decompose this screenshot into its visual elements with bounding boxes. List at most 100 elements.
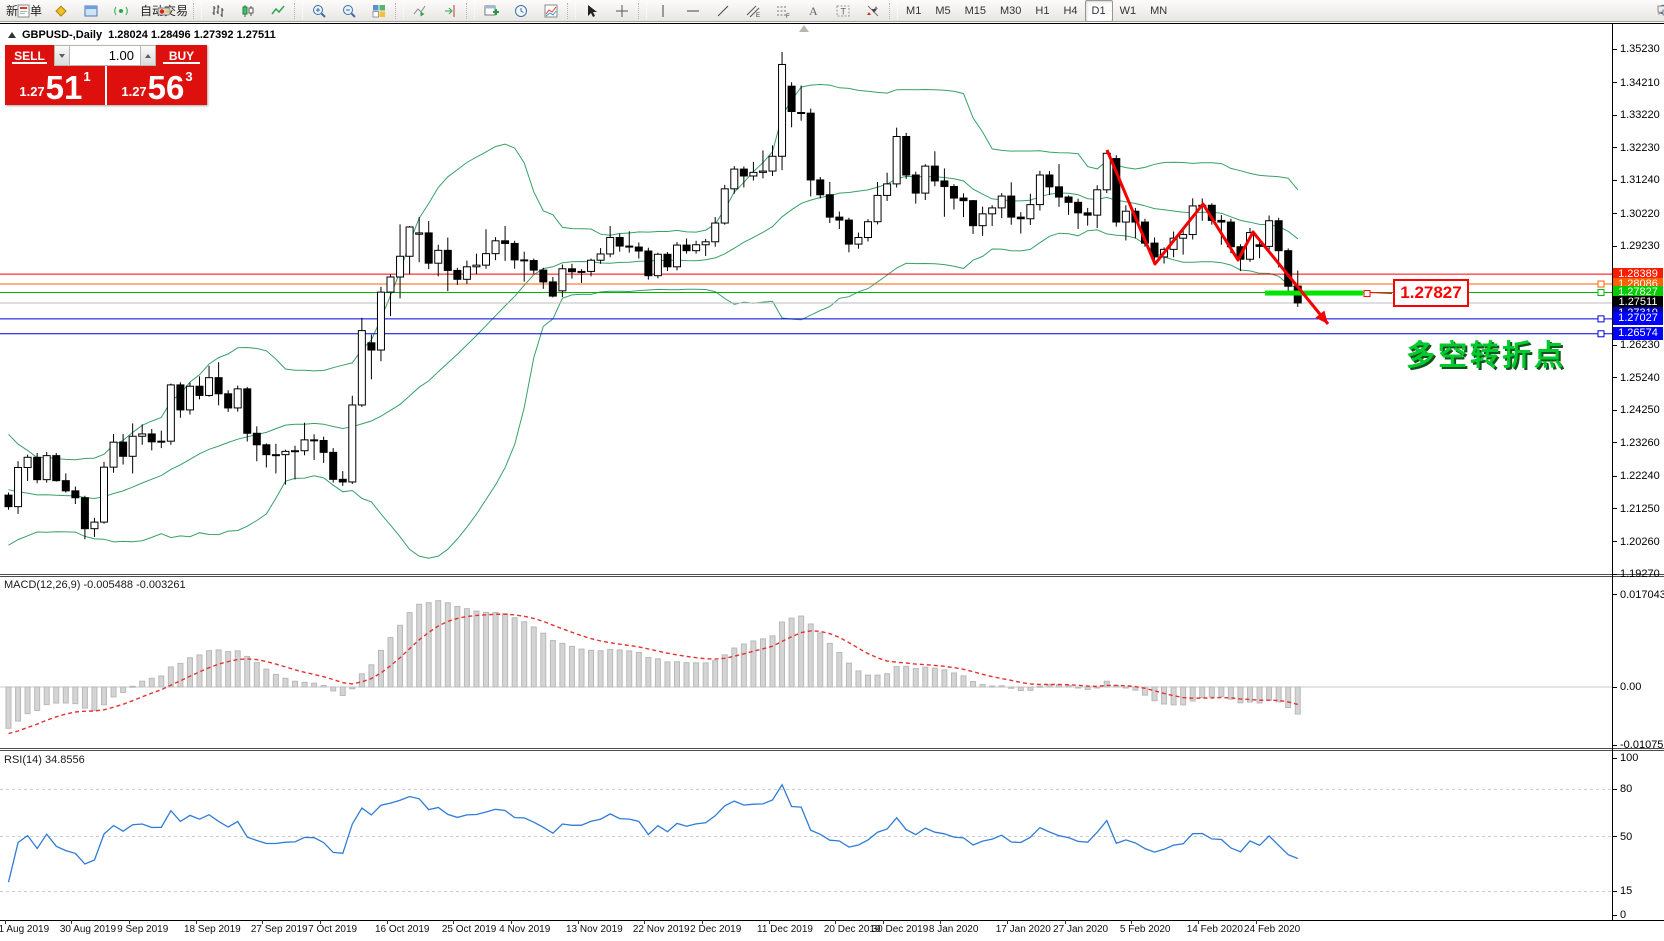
macd-histogram-bar — [750, 640, 757, 688]
bull-candle — [749, 171, 758, 177]
price-tick-label: 1.32230 — [1620, 141, 1660, 154]
navigator-button[interactable] — [76, 0, 106, 22]
price-level-label: 1.27511 — [1613, 296, 1663, 310]
crosshair-button[interactable] — [607, 0, 637, 22]
price-level-label: 1.26574 — [1613, 327, 1663, 341]
price-chart-canvas[interactable] — [0, 24, 1612, 574]
buy-price-button[interactable]: 1.27 56 3 — [107, 66, 207, 105]
price-tick-mark — [1612, 345, 1617, 346]
buy-button[interactable]: BUY — [156, 45, 207, 66]
channel-button[interactable]: E — [738, 0, 768, 22]
date-label: 13 Nov 2019 — [566, 924, 623, 935]
timeframe-w1[interactable]: W1 — [1119, 4, 1137, 17]
sell-price-button[interactable]: 1.27 51 1 — [5, 66, 105, 105]
line-handle[interactable] — [1597, 315, 1605, 323]
tile-windows-button[interactable] — [364, 0, 394, 22]
bull-candle — [128, 435, 137, 457]
line-chart-button[interactable] — [263, 0, 293, 22]
date-label: 11 Dec 2019 — [757, 924, 813, 935]
annotation-anchor[interactable] — [1363, 290, 1371, 298]
zoom-out-button[interactable] — [334, 0, 364, 22]
fibonacci-icon: F — [777, 6, 790, 19]
zoom-out-icon — [343, 4, 356, 18]
candlestick-button[interactable] — [233, 0, 263, 22]
chart-shift-button[interactable] — [435, 0, 465, 22]
price-annotation-box[interactable]: 1.27827 — [1393, 279, 1469, 307]
bar-chart-button[interactable] — [203, 0, 233, 22]
support-highlight-segment[interactable] — [1265, 290, 1363, 296]
price-tick-mark — [1612, 476, 1617, 477]
bull-candle — [348, 404, 357, 483]
pane-separator[interactable] — [0, 574, 1664, 577]
chat-icon[interactable] — [1656, 3, 1664, 19]
macd-histogram-bar — [425, 602, 432, 688]
macd-canvas[interactable] — [0, 577, 1612, 748]
price-tick-label: 1.19270 — [1620, 568, 1660, 581]
new-order-button[interactable]: 新订单 — [2, 0, 46, 22]
timeframe-m15[interactable]: M15 — [964, 4, 986, 17]
timeframe-mn[interactable]: MN — [1150, 4, 1168, 17]
zoom-in-button[interactable] — [304, 0, 334, 22]
line-handle[interactable] — [1597, 280, 1605, 288]
date-label: 8 Jan 2020 — [928, 924, 979, 935]
bull-candle — [730, 168, 739, 190]
trendline-button[interactable] — [708, 0, 738, 22]
timeframe-h4[interactable]: H4 — [1063, 4, 1078, 17]
bear-candle — [949, 186, 958, 199]
text-button[interactable]: A — [798, 0, 828, 22]
buy-underline — [163, 62, 200, 64]
macd-histogram-bar — [960, 675, 967, 688]
bar-chart-icon — [212, 4, 224, 17]
macd-histogram-bar — [626, 650, 633, 688]
collapse-icon[interactable] — [8, 32, 16, 38]
arrows-button[interactable] — [858, 0, 888, 22]
pane-separator[interactable] — [0, 748, 1664, 751]
macd-histogram-bar — [759, 638, 766, 688]
signals-button[interactable] — [106, 0, 136, 22]
macd-histogram-bar — [206, 650, 213, 688]
date-label: 7 Oct 2019 — [308, 924, 358, 935]
text-icon: A — [809, 4, 818, 18]
date-label: 16 Oct 2019 — [375, 924, 430, 935]
horizontal-line-button[interactable] — [678, 0, 708, 22]
text-label-button[interactable]: T — [828, 0, 858, 22]
bull-candle — [271, 454, 280, 457]
timeframe-d1[interactable]: D1 — [1084, 0, 1113, 22]
bear-candle — [424, 232, 433, 264]
cursor-button[interactable] — [577, 0, 607, 22]
fibonacci-button[interactable]: F — [768, 0, 798, 22]
pane-splitter-handle[interactable] — [799, 25, 809, 32]
price-axis-border — [1612, 24, 1613, 920]
sell-button[interactable]: SELL — [5, 45, 54, 66]
volume-input[interactable] — [70, 45, 140, 66]
line-handle[interactable] — [1597, 330, 1605, 338]
macd-histogram-bar — [511, 617, 518, 688]
timeframe-m30[interactable]: M30 — [1000, 4, 1022, 17]
timeframe-m1[interactable]: M1 — [906, 4, 922, 17]
sell-underline — [12, 62, 47, 64]
volume-increase-button[interactable] — [140, 45, 156, 66]
templates-button[interactable] — [536, 0, 566, 22]
volume-decrease-button[interactable] — [54, 45, 70, 66]
history-center-button[interactable] — [46, 0, 76, 22]
new-chart-button[interactable] — [476, 0, 506, 22]
trend-arrow-line[interactable] — [1105, 149, 1330, 325]
line-handle[interactable] — [1597, 289, 1605, 297]
autotrading-button[interactable]: 自动交易 — [136, 0, 192, 22]
price-tick-mark — [1612, 147, 1617, 148]
rsi-canvas[interactable] — [0, 751, 1612, 920]
periods-button[interactable] — [506, 0, 536, 22]
bear-candle — [329, 451, 338, 480]
date-label: 30 Dec 2019 — [871, 924, 929, 935]
bear-candle — [1112, 158, 1121, 223]
timeframe-h1[interactable]: H1 — [1035, 4, 1050, 17]
window-icon — [84, 5, 98, 16]
vertical-line-button[interactable] — [648, 0, 678, 22]
arrows-icon — [867, 5, 879, 16]
macd-histogram-bar — [454, 605, 461, 688]
macd-histogram-bar — [731, 647, 738, 688]
timeframe-m5[interactable]: M5 — [935, 4, 951, 17]
bollinger-band-line — [8, 229, 1298, 559]
auto-scroll-button[interactable] — [405, 0, 435, 22]
turning-point-annotation[interactable]: 多空转折点 — [1406, 340, 1567, 372]
